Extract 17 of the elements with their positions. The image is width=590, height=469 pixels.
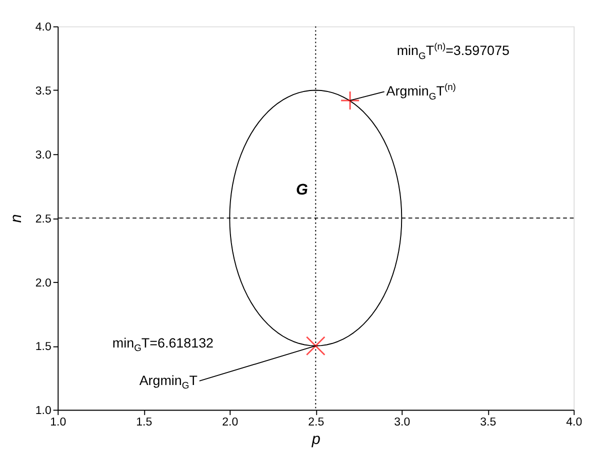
y-tick-label: 2.5 (35, 213, 52, 226)
x-tick-label: 3.5 (480, 416, 496, 429)
x-tick-label: 3.0 (394, 416, 410, 429)
y-tick-label: 3.0 (35, 149, 52, 162)
y-tick-label: 1.0 (35, 405, 52, 418)
y-tick-label: 2.0 (35, 277, 52, 290)
annotation: G (296, 182, 308, 199)
y-tick-label: 4.0 (35, 22, 52, 34)
y-tick-label: 1.5 (35, 341, 52, 354)
x-tick-label: 4.0 (566, 416, 582, 429)
x-tick-label: 2.0 (222, 416, 238, 429)
x-tick-label: 1.5 (136, 416, 152, 429)
x-axis-title: p (310, 430, 321, 448)
y-tick-label: 3.5 (35, 86, 52, 98)
y-axis-title: n (8, 214, 25, 223)
x-tick-label: 1.0 (50, 416, 66, 429)
x-tick-label: 2.5 (308, 416, 324, 429)
